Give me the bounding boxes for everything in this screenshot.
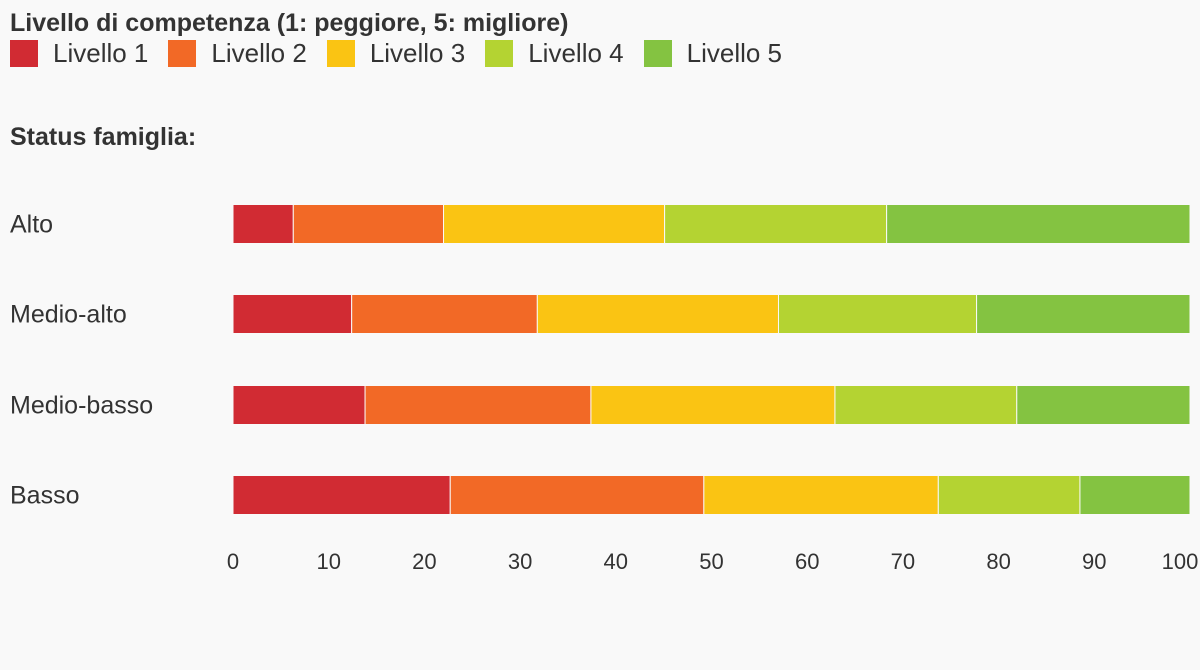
category-label: Basso [10,482,79,510]
bar-segment [292,204,445,244]
legend-label: Livello 1 [53,38,149,68]
legend-item: Livello 3 [326,38,466,68]
legend-label: Livello 3 [369,38,466,68]
bar-segment [232,385,366,425]
x-tick-label: 10 [316,549,340,574]
chart-title: Livello di competenza (1: peggiore, 5: m… [10,9,569,37]
bar-segment [937,475,1081,515]
bar-segment [664,204,888,244]
bar-segment [590,385,836,425]
x-tick-label: 20 [412,549,436,574]
bar-segment [443,204,666,244]
legend-item: Livello 1 [10,38,148,68]
bar-segment [1016,385,1191,425]
x-tick-label: 30 [508,549,532,574]
legend-item: Livello 2 [168,38,307,68]
category-label: Medio-basso [10,392,153,420]
legend-swatch [643,39,672,67]
x-tick-label: 40 [604,549,628,574]
x-tick-label: 100 [1162,549,1199,574]
category-label: Medio-alto [10,301,127,329]
legend: Livello 1 Livello 2 Livello 3 Livello 4 Live… [10,38,802,68]
x-tick-label: 50 [699,549,723,574]
bar-segment [536,294,779,334]
bar-segment [1079,475,1191,515]
legend-item: Livello 4 [485,38,624,68]
bar-segment [777,294,978,334]
bar-segment [976,294,1191,334]
legend-label: Livello 4 [528,38,624,68]
bar-segment [834,385,1018,425]
group-title: Status famiglia: [10,123,197,151]
x-tick-label: 70 [891,549,915,574]
bar-segment [232,204,294,244]
bar-segment [703,475,939,515]
legend-swatch [168,39,197,67]
legend-swatch [485,39,514,67]
bar-segment [364,385,592,425]
bar-segment [351,294,538,334]
bar-segment [232,294,353,334]
category-label: Alto [10,211,53,239]
x-tick-label: 60 [795,549,819,574]
x-tick-label: 80 [986,549,1010,574]
x-tick-label: 90 [1082,549,1106,574]
x-tick-label: 0 [227,549,239,574]
legend-swatch [326,39,355,67]
bar-segment [232,475,451,515]
legend-item: Livello 5 [643,38,783,68]
legend-label: Livello 2 [211,38,307,68]
legend-swatch [10,39,38,67]
bar-segment [449,475,705,515]
bar-segment [886,204,1191,244]
legend-label: Livello 5 [686,38,783,68]
